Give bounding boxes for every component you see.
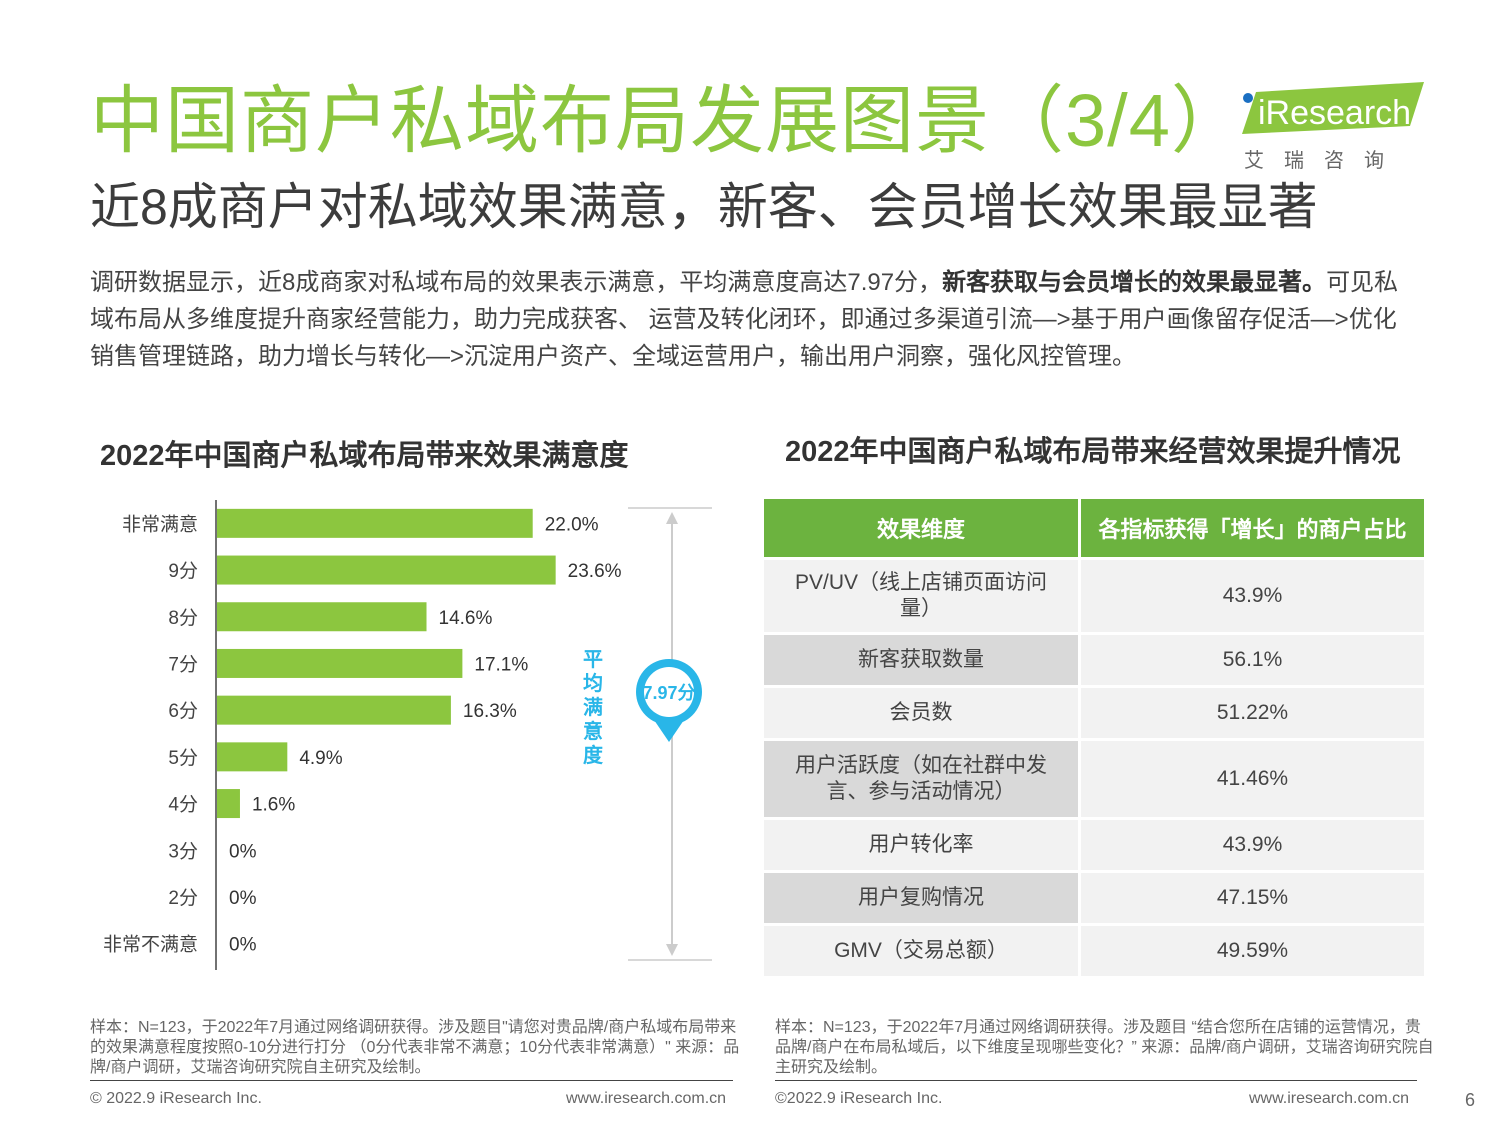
table-cell-share: 43.9% bbox=[1081, 560, 1424, 632]
table-row: 新客获取数量 56.1% bbox=[764, 635, 1424, 685]
table-header-dimension: 效果维度 bbox=[764, 499, 1081, 557]
table-cell-dimension: GMV（交易总额） bbox=[764, 926, 1081, 976]
value-label: 23.6% bbox=[568, 561, 622, 582]
table-row: 会员数 51.22% bbox=[764, 688, 1424, 738]
value-label: 0% bbox=[229, 935, 257, 956]
footer-copyright-right: ©2022.9 iResearch Inc. bbox=[775, 1090, 943, 1107]
footer-copyright-left: © 2022.9 iResearch Inc. bbox=[90, 1090, 262, 1107]
page-subtitle: 近8成商户对私域效果满意，新客、会员增长效果最显著 bbox=[90, 179, 1318, 235]
value-label: 22.0% bbox=[545, 514, 599, 535]
average-label-char: 均 bbox=[583, 671, 603, 695]
table-cell-dimension: 会员数 bbox=[764, 688, 1081, 738]
bar bbox=[217, 742, 288, 772]
table-row: 用户活跃度（如在社群中发言、参与活动情况） 41.46% bbox=[764, 741, 1424, 817]
table-cell-dimension: 用户复购情况 bbox=[764, 873, 1081, 923]
intro-paragraph: 调研数据显示，近8成商家对私域布局的效果表示满意，平均满意度高达7.97分，新客… bbox=[90, 264, 1410, 375]
right-footer-divider bbox=[775, 1080, 1417, 1081]
average-label-char: 度 bbox=[583, 743, 604, 767]
table-header-row: 效果维度 各指标获得「增长」的商户占比 bbox=[764, 499, 1424, 557]
table-cell-dimension: PV/UV（线上店铺页面访问量） bbox=[764, 560, 1081, 632]
intro-highlight: 新客获取与会员增长的效果最显著。 bbox=[942, 269, 1327, 296]
table-cell-share: 49.59% bbox=[1081, 926, 1424, 976]
bar bbox=[217, 508, 533, 538]
average-value-label: 7.97分 bbox=[642, 683, 695, 703]
average-marker-inner bbox=[644, 667, 694, 717]
table-row: GMV（交易总额） 49.59% bbox=[764, 926, 1424, 976]
table-cell-dimension: 用户转化率 bbox=[764, 820, 1081, 870]
bar bbox=[217, 695, 451, 725]
table-cell-share: 56.1% bbox=[1081, 635, 1424, 685]
table-header-share: 各指标获得「增长」的商户占比 bbox=[1081, 499, 1424, 557]
table-row: 用户复购情况 47.15% bbox=[764, 873, 1424, 923]
logo-mark: iResearch bbox=[1242, 82, 1424, 134]
bar bbox=[217, 602, 427, 632]
table-body: PV/UV（线上店铺页面访问量） 43.9% 新客获取数量 56.1% 会员数 51.22… bbox=[764, 560, 1424, 976]
table-cell-share: 43.9% bbox=[1081, 820, 1424, 870]
iresearch-logo: iResearch 艾瑞咨询 bbox=[1238, 80, 1428, 172]
table-cell-share: 51.22% bbox=[1081, 688, 1424, 738]
value-label: 0% bbox=[229, 841, 257, 862]
value-label: 4.9% bbox=[299, 748, 342, 769]
logo-cn-text: 艾瑞咨询 bbox=[1244, 150, 1404, 172]
table-row: 用户转化率 43.9% bbox=[764, 820, 1424, 870]
intro-text-1: 调研数据显示，近8成商家对私域布局的效果表示满意，平均满意度高达7.97分， bbox=[90, 269, 943, 296]
footer-url-right[interactable]: www.iresearch.com.cn bbox=[1249, 1090, 1410, 1107]
logo-brand-text: iResearch bbox=[1258, 94, 1411, 132]
category-label: 6分 bbox=[168, 700, 198, 722]
bar-chart-title: 2022年中国商户私域布局带来效果满意度 bbox=[100, 440, 629, 472]
value-label: 0% bbox=[229, 888, 257, 909]
bar bbox=[217, 648, 463, 678]
table-title: 2022年中国商户私域布局带来经营效果提升情况 bbox=[785, 436, 1401, 468]
page-title: 中国商户私域布局发展图景（3/4） bbox=[90, 79, 1246, 162]
bar bbox=[217, 555, 556, 585]
bar bbox=[217, 789, 240, 819]
category-label: 3分 bbox=[168, 840, 198, 862]
footer-url-left[interactable]: www.iresearch.com.cn bbox=[566, 1090, 727, 1107]
average-marker-tip bbox=[650, 714, 688, 742]
category-label: 非常不满意 bbox=[103, 934, 198, 956]
table-cell-share: 47.15% bbox=[1081, 873, 1424, 923]
range-arrow-up bbox=[666, 512, 678, 524]
category-label: 2分 bbox=[168, 887, 198, 909]
category-label: 9分 bbox=[168, 560, 198, 582]
category-label: 4分 bbox=[168, 794, 198, 816]
table-cell-dimension: 新客获取数量 bbox=[764, 635, 1081, 685]
value-label: 17.1% bbox=[474, 654, 528, 675]
right-source-note: 样本：N=123，于2022年7月通过网络调研获得。涉及题目 “结合您所在店铺的… bbox=[775, 1019, 1434, 1076]
average-label-char: 平 bbox=[583, 649, 603, 671]
left-footer-divider bbox=[90, 1080, 733, 1081]
category-label: 8分 bbox=[168, 607, 198, 629]
table-row: PV/UV（线上店铺页面访问量） 43.9% bbox=[764, 560, 1424, 632]
category-label: 7分 bbox=[168, 653, 198, 675]
intro-text-2: 可见私域布局从多维度提升商家经营能力，助力完成获客、 运营及转化闭环，即通过多渠… bbox=[90, 269, 1399, 370]
range-arrow-down bbox=[666, 944, 678, 956]
category-label: 5分 bbox=[168, 747, 198, 769]
table-cell-share: 41.46% bbox=[1081, 741, 1424, 817]
average-label-char: 满 bbox=[583, 695, 603, 719]
value-label: 14.6% bbox=[439, 608, 493, 629]
category-label: 非常满意 bbox=[122, 513, 198, 535]
value-label: 16.3% bbox=[463, 701, 517, 722]
value-label: 1.6% bbox=[252, 795, 295, 816]
table-cell-dimension: 用户活跃度（如在社群中发言、参与活动情况） bbox=[764, 741, 1081, 817]
left-source-note: 样本：N=123，于2022年7月通过网络调研获得。涉及题目"请您对贵品牌/商户… bbox=[90, 1019, 740, 1076]
effect-table: 效果维度 各指标获得「增长」的商户占比 PV/UV（线上店铺页面访问量） 43.9… bbox=[764, 496, 1424, 979]
page-number: 6 bbox=[1465, 1090, 1476, 1110]
satisfaction-bar-chart: 非常满意 22.0% 9分 23.6% 8分 14.6% 7分 17.1% 6分 16.3% 5分 4… bbox=[103, 500, 712, 970]
average-label-char: 意 bbox=[583, 719, 603, 743]
